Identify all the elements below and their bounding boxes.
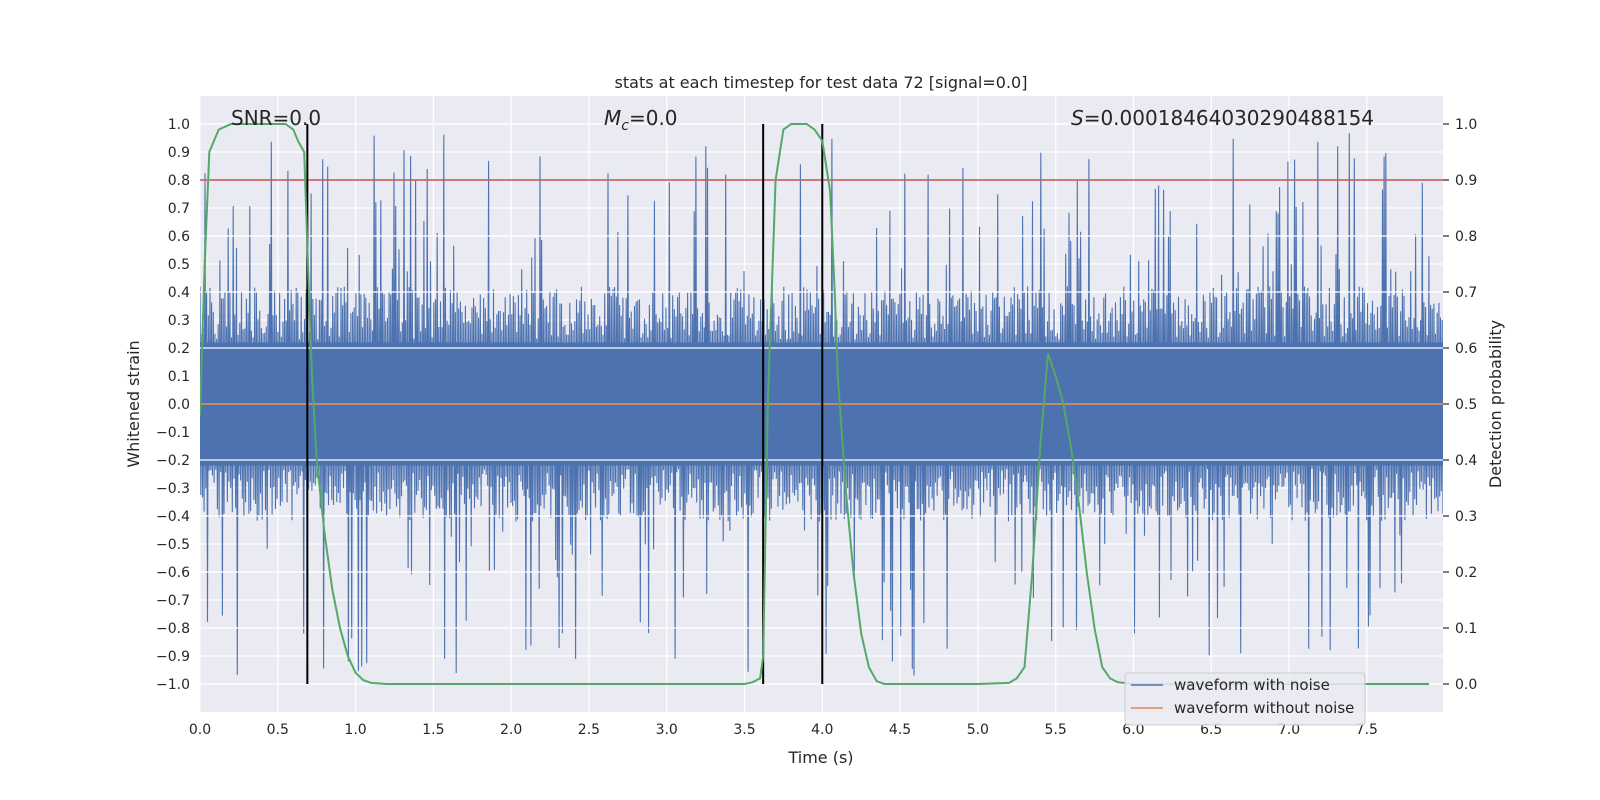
y-tick-left-label: 0.7	[168, 201, 190, 217]
mc-subscript: c	[621, 118, 629, 134]
y-tick-left-label: −0.1	[156, 425, 190, 441]
x-tick-label: 2.5	[578, 722, 600, 738]
x-tick-label: 5.0	[967, 722, 989, 738]
y-tick-left-label: −0.5	[156, 537, 190, 553]
y-tick-left-label: −0.8	[156, 621, 190, 637]
mc-value: =0.0	[629, 106, 678, 130]
mc-annotation: Mc=0.0	[604, 106, 678, 134]
x-axis-label: Time (s)	[787, 748, 853, 767]
legend-box	[1124, 672, 1366, 726]
y-tick-left-label: −1.0	[156, 677, 190, 693]
y-axis-left-label: Whitened strain	[124, 340, 143, 467]
x-tick-label: 6.0	[1122, 722, 1144, 738]
y-tick-left-label: 0.8	[168, 173, 190, 189]
y-tick-right-label: 0.9	[1455, 173, 1477, 189]
s-symbol: S	[1071, 106, 1084, 130]
y-tick-left-label: 0.0	[168, 397, 190, 413]
x-tick-label: 0.0	[189, 722, 211, 738]
y-tick-left-label: 0.2	[168, 341, 190, 357]
snr-annotation: SNR=0.0	[231, 106, 321, 130]
x-tick-label: 4.5	[889, 722, 911, 738]
y-tick-left-label: −0.6	[156, 565, 190, 581]
x-tick-label: 5.5	[1044, 722, 1066, 738]
s-value: =0.00018464030290488154	[1084, 106, 1374, 130]
y-axis-left: −1.0 −0.9 −0.8 −0.7 −0.6 −0.5 −0.4 −0.3 −0.2 −0.1…	[156, 117, 190, 693]
x-tick-label: 1.5	[422, 722, 444, 738]
x-tick-label: 3.0	[656, 722, 678, 738]
x-tick-label: 0.5	[267, 722, 289, 738]
x-tick-label: 7.0	[1278, 722, 1300, 738]
y-tick-left-label: 0.1	[168, 369, 190, 385]
y-tick-right-label: 0.1	[1455, 621, 1477, 637]
x-tick-label: 1.0	[344, 722, 366, 738]
y-tick-right-label: 1.0	[1455, 117, 1477, 133]
y-tick-left-label: 0.5	[168, 257, 190, 273]
y-tick-right-label: 0.4	[1455, 453, 1477, 469]
y-tick-left-label: 0.6	[168, 229, 190, 245]
y-tick-left-label: −0.4	[156, 509, 190, 525]
y-tick-right-label: 0.7	[1455, 285, 1477, 301]
y-axis-right: 0.0 0.1 0.2 0.3 0.4 0.5 0.6 0.7 0.8 0.9 1.0	[1443, 117, 1477, 693]
y-axis-right-label: Detection probability	[1486, 320, 1505, 488]
y-tick-left-label: 0.9	[168, 145, 190, 161]
legend-label-noise: waveform with noise	[1174, 676, 1330, 694]
y-tick-left-label: 0.4	[168, 285, 190, 301]
x-tick-label: 7.5	[1356, 722, 1378, 738]
y-tick-right-label: 0.5	[1455, 397, 1477, 413]
legend-label-clean: waveform without noise	[1174, 699, 1354, 717]
y-tick-left-label: −0.2	[156, 453, 190, 469]
y-tick-right-label: 0.6	[1455, 341, 1477, 357]
legend: waveform with noise waveform without noi…	[1124, 672, 1366, 726]
y-tick-right-label: 0.3	[1455, 509, 1477, 525]
y-tick-left-label: 0.3	[168, 313, 190, 329]
x-tick-label: 4.0	[811, 722, 833, 738]
x-axis: 0.0 0.5 1.0 1.5 2.0 2.5 3.0 3.5 4.0 4.5 5.0 5.5 6.0 6…	[189, 722, 1378, 738]
y-tick-left-label: −0.7	[156, 593, 190, 609]
y-tick-left-label: −0.3	[156, 481, 190, 497]
y-tick-right-label: 0.8	[1455, 229, 1477, 245]
y-tick-right-label: 0.2	[1455, 565, 1477, 581]
y-tick-left-label: −0.9	[156, 649, 190, 665]
s-annotation: S=0.00018464030290488154	[1071, 106, 1374, 130]
x-tick-label: 6.5	[1200, 722, 1222, 738]
chart-title: stats at each timestep for test data 72 …	[615, 73, 1028, 92]
series-detection-probability	[200, 123, 1429, 685]
x-tick-label: 3.5	[733, 722, 755, 738]
x-tick-label: 2.0	[500, 722, 522, 738]
mc-symbol: M	[604, 106, 621, 130]
y-tick-left-label: 1.0	[168, 117, 190, 133]
y-tick-right-label: 0.0	[1455, 677, 1477, 693]
